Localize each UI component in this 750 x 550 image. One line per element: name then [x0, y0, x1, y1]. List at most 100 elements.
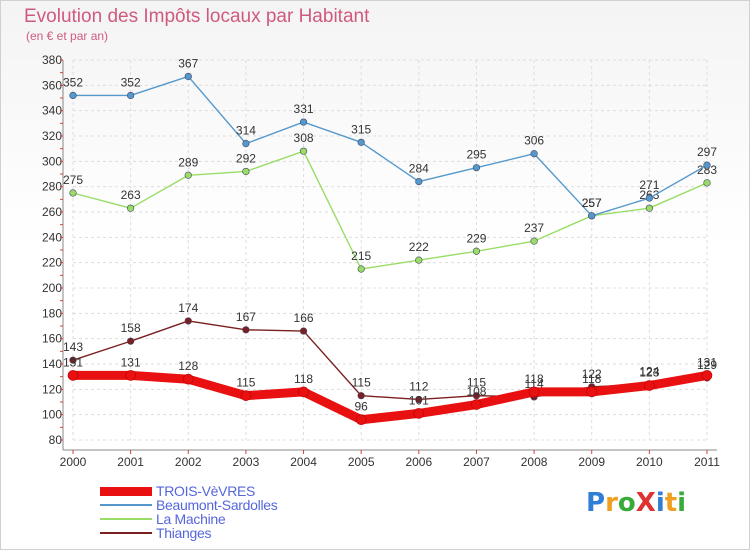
data-point-beaumont-sardolles [703, 161, 711, 169]
data-point-trois-v-vres [298, 386, 309, 398]
data-label-la-machine: 289 [178, 155, 198, 169]
data-label-beaumont-sardolles: 271 [639, 178, 659, 192]
data-point-beaumont-sardolles [588, 212, 596, 220]
data-label-beaumont-sardolles: 315 [351, 122, 371, 136]
y-tick-label: 280 [42, 180, 62, 194]
data-label-la-machine: 283 [697, 163, 717, 177]
data-point-beaumont-sardolles [127, 91, 135, 100]
data-point-la-machine [69, 189, 77, 197]
y-tick-label: 120 [42, 382, 62, 396]
data-point-beaumont-sardolles [357, 138, 365, 146]
y-tick-label: 100 [42, 408, 62, 422]
x-tick-label: 2005 [348, 455, 375, 469]
data-label-thianges: 115 [467, 376, 486, 390]
data-point-trois-v-vres [528, 386, 540, 398]
logo-letter: i [655, 488, 665, 518]
data-label-thianges: 167 [236, 310, 256, 324]
data-point-trois-v-vres [701, 370, 713, 381]
data-label-beaumont-sardolles: 352 [63, 75, 83, 89]
legend-swatch [100, 504, 152, 506]
data-point-la-machine [127, 204, 135, 212]
x-tick-label: 2000 [60, 455, 87, 469]
y-tick-label: 160 [42, 332, 62, 346]
data-point-thianges [69, 356, 77, 364]
data-label-thianges: 158 [121, 321, 141, 335]
logo-letter: X [635, 488, 656, 518]
data-label-la-machine: 222 [409, 240, 429, 254]
data-label-beaumont-sardolles: 314 [236, 124, 256, 138]
y-tick-label: 300 [42, 154, 62, 168]
y-tick-label: 200 [42, 281, 62, 295]
data-label-beaumont-sardolles: 367 [178, 56, 198, 70]
data-point-beaumont-sardolles [184, 72, 192, 81]
logo-letter: P [586, 488, 606, 518]
data-label-trois-v-vres: 118 [525, 372, 544, 386]
logo-letter: r [605, 488, 618, 518]
data-label-la-machine: 292 [236, 151, 256, 165]
data-point-thianges [415, 395, 423, 404]
x-tick-label: 2007 [463, 455, 490, 469]
data-point-trois-v-vres [67, 370, 79, 381]
series-line-beaumont-sardolles [73, 75, 708, 217]
chart-subtitle: (en € et par an) [26, 29, 109, 43]
data-point-beaumont-sardolles [242, 140, 250, 148]
data-point-trois-v-vres [644, 380, 655, 391]
proxiti-logo: ProXiti [586, 488, 686, 518]
data-point-trois-v-vres [586, 386, 598, 398]
data-label-beaumont-sardolles: 284 [409, 162, 429, 176]
data-point-la-machine [472, 247, 481, 255]
data-point-la-machine [530, 237, 538, 245]
legend-item: TROIS-VèVRES [100, 484, 277, 498]
data-label-beaumont-sardolles: 295 [466, 148, 486, 162]
legend-label: TROIS-VèVRES [156, 483, 256, 499]
data-point-trois-v-vres [413, 408, 425, 419]
data-point-la-machine [645, 204, 653, 212]
data-label-thianges: 115 [352, 376, 371, 390]
data-point-beaumont-sardolles [530, 150, 538, 158]
data-label-beaumont-sardolles: 297 [697, 145, 717, 159]
y-tick-label: 80 [49, 433, 63, 447]
data-label-trois-v-vres: 131 [121, 355, 141, 369]
y-tick-label: 240 [42, 230, 62, 244]
data-point-trois-v-vres [240, 390, 252, 401]
data-point-la-machine [299, 147, 308, 155]
data-label-thianges: 129 [697, 358, 717, 372]
data-point-trois-v-vres [182, 373, 194, 385]
data-label-trois-v-vres: 115 [236, 376, 255, 390]
data-point-la-machine [242, 167, 250, 176]
series-line-la-machine [72, 150, 708, 270]
data-point-beaumont-sardolles [415, 178, 423, 186]
data-label-thianges: 112 [409, 379, 428, 393]
x-tick-label: 2002 [175, 455, 202, 469]
legend-swatch [100, 486, 152, 496]
data-point-la-machine [415, 256, 423, 264]
x-tick-label: 2008 [521, 455, 548, 469]
data-label-trois-v-vres: 96 [355, 400, 369, 414]
data-point-beaumont-sardolles [472, 164, 481, 172]
data-point-beaumont-sardolles [69, 91, 77, 100]
legend-item: La Machine [100, 512, 277, 526]
data-label-trois-v-vres: 131 [697, 355, 717, 369]
data-label-trois-v-vres: 131 [63, 355, 83, 369]
y-tick-label: 220 [42, 256, 62, 270]
data-label-la-machine: 308 [294, 131, 314, 145]
data-point-trois-v-vres [125, 370, 136, 381]
data-label-thianges: 166 [294, 311, 314, 325]
legend-item: Thianges [100, 526, 277, 540]
y-tick-label: 320 [42, 129, 62, 143]
data-point-la-machine [703, 179, 711, 187]
data-point-thianges [184, 317, 192, 325]
legend-label: La Machine [156, 511, 226, 527]
data-point-thianges [357, 392, 365, 400]
data-label-la-machine: 229 [466, 231, 486, 245]
data-point-beaumont-sardolles [299, 118, 308, 126]
x-tick-label: 2011 [694, 455, 720, 469]
chart-legend: TROIS-VèVRES Beaumont-Sardolles La Machine… [100, 484, 278, 540]
data-point-la-machine [184, 171, 192, 179]
legend-item: Beaumont-Sardolles [100, 498, 278, 512]
data-point-beaumont-sardolles [645, 194, 653, 202]
data-label-thianges: 174 [178, 301, 198, 315]
data-point-thianges [127, 337, 135, 345]
